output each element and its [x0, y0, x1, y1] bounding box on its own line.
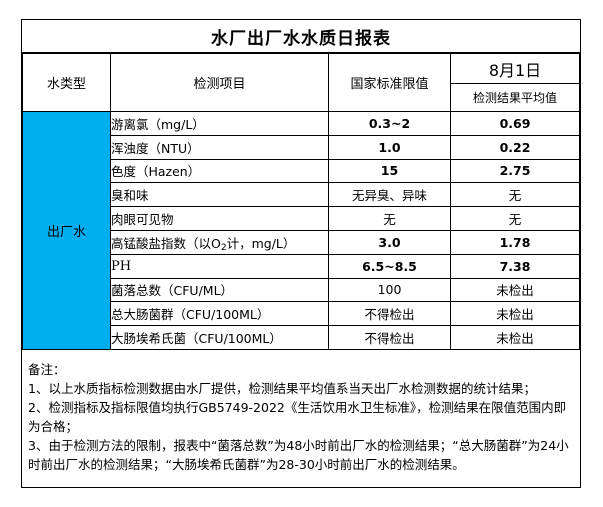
- table-row: PH 6.5~8.5 7.38: [23, 253, 580, 279]
- test-item-cell: 高锰酸盐指数（以O2计，mg/L）: [110, 229, 329, 255]
- result-average-cell: 7.38: [450, 253, 580, 279]
- table-row: 大肠埃希氏菌（CFU/100ML） 不得检出 未检出: [23, 325, 580, 350]
- column-header-date: 8月1日: [450, 53, 580, 84]
- result-average-cell: 0.69: [450, 111, 580, 136]
- notes-section: 备注： 1、以上水质指标检测数据由水厂提供，检测结果平均值系当天出厂水检测数据的…: [22, 350, 580, 487]
- test-item-cell: 游离氯（mg/L）: [110, 111, 329, 136]
- table-row: 臭和味 无异臭、异味无: [23, 182, 580, 208]
- standard-limit-cell: 不得检出: [328, 301, 451, 327]
- table-row: 出厂水 游离氯（mg/L） 0.3~2 0.69: [22, 111, 580, 350]
- table-row: 菌落总数（CFU/ML） 100 未检出: [23, 277, 580, 303]
- report-frame: 水厂出厂水水质日报表 水类型 检测项目 国家标准限值 8月1日 检测结果平均值 …: [21, 19, 581, 488]
- result-average-cell: 0.22: [450, 134, 580, 160]
- table-row: 高锰酸盐指数（以O2计，mg/L） 3.0 1.78: [23, 229, 580, 255]
- table-row: 浑浊度（NTU） 1.0 0.22: [23, 134, 580, 160]
- test-item-cell: 菌落总数（CFU/ML）: [110, 277, 329, 303]
- column-header-test-item: 检测项目: [110, 53, 329, 112]
- result-average-cell: 无: [450, 182, 580, 208]
- standard-limit-cell: 3.0: [328, 229, 451, 255]
- test-item-cell: 臭和味: [110, 182, 329, 208]
- standard-limit-cell: 6.5~8.5: [328, 253, 451, 279]
- report-title-bar: 水厂出厂水水质日报表: [22, 20, 580, 53]
- table-body: 出厂水 游离氯（mg/L） 0.3~2 0.69 浑浊度（NTU） 1.0 0.22 色度（H…: [22, 111, 580, 350]
- column-header-result-average: 检测结果平均值: [450, 83, 580, 112]
- table-header: 水类型 检测项目 国家标准限值 8月1日 检测结果平均值: [22, 53, 580, 112]
- water-type-cell: 出厂水: [22, 111, 111, 350]
- column-header-water-type: 水类型: [22, 53, 111, 112]
- result-average-cell: 1.78: [450, 229, 580, 255]
- notes-line-2: 2、检测指标及指标限值均执行GB5749-2022《生活饮用水卫生标准》，检测结…: [28, 399, 567, 434]
- table-row: 肉眼可见物无无: [23, 206, 580, 231]
- notes-line-3: 3、由于检测方法的限制，报表中“菌落总数”为48小时前出厂水的检测结果；“总大肠…: [28, 437, 569, 472]
- header-row-primary: 水类型 检测项目 国家标准限值 8月1日: [22, 53, 580, 112]
- notes-heading: 备注：: [28, 361, 66, 377]
- standard-limit-cell: 100: [328, 277, 451, 303]
- result-average-cell: 无: [450, 206, 580, 231]
- test-item-cell: 总大肠菌群（CFU/100ML）: [110, 301, 329, 327]
- standard-limit-cell: 0.3~2: [328, 111, 451, 136]
- test-item-cell: PH: [110, 253, 329, 279]
- result-average-cell: 未检出: [450, 277, 580, 303]
- page-title: 水厂出厂水水质日报表: [211, 28, 391, 49]
- standard-limit-cell: 无: [328, 206, 451, 231]
- test-item-cell: 浑浊度（NTU）: [110, 134, 329, 160]
- test-item-cell: 大肠埃希氏菌（CFU/100ML）: [110, 325, 329, 350]
- standard-limit-cell: 无异臭、异味: [328, 182, 451, 208]
- result-average-cell: 未检出: [450, 301, 580, 327]
- result-average-cell: 未检出: [450, 325, 580, 350]
- header-row-secondary: 检测结果平均值: [23, 83, 580, 112]
- result-average-cell: 2.75: [450, 158, 580, 184]
- column-header-national-standard: 国家标准限值: [328, 53, 451, 112]
- water-quality-table: 水类型 检测项目 国家标准限值 8月1日 检测结果平均值 出厂水 游离氯（mg/L…: [22, 53, 580, 350]
- standard-limit-cell: 1.0: [328, 134, 451, 160]
- standard-limit-cell: 15: [328, 158, 451, 184]
- test-item-cell: 肉眼可见物: [110, 206, 329, 231]
- notes-line-1: 1、以上水质指标检测数据由水厂提供，检测结果平均值系当天出厂水检测数据的统计结果…: [28, 380, 536, 396]
- table-row: 色度（Hazen） 15 2.75: [23, 158, 580, 184]
- standard-limit-cell: 不得检出: [328, 325, 451, 350]
- test-item-cell: 色度（Hazen）: [110, 158, 329, 184]
